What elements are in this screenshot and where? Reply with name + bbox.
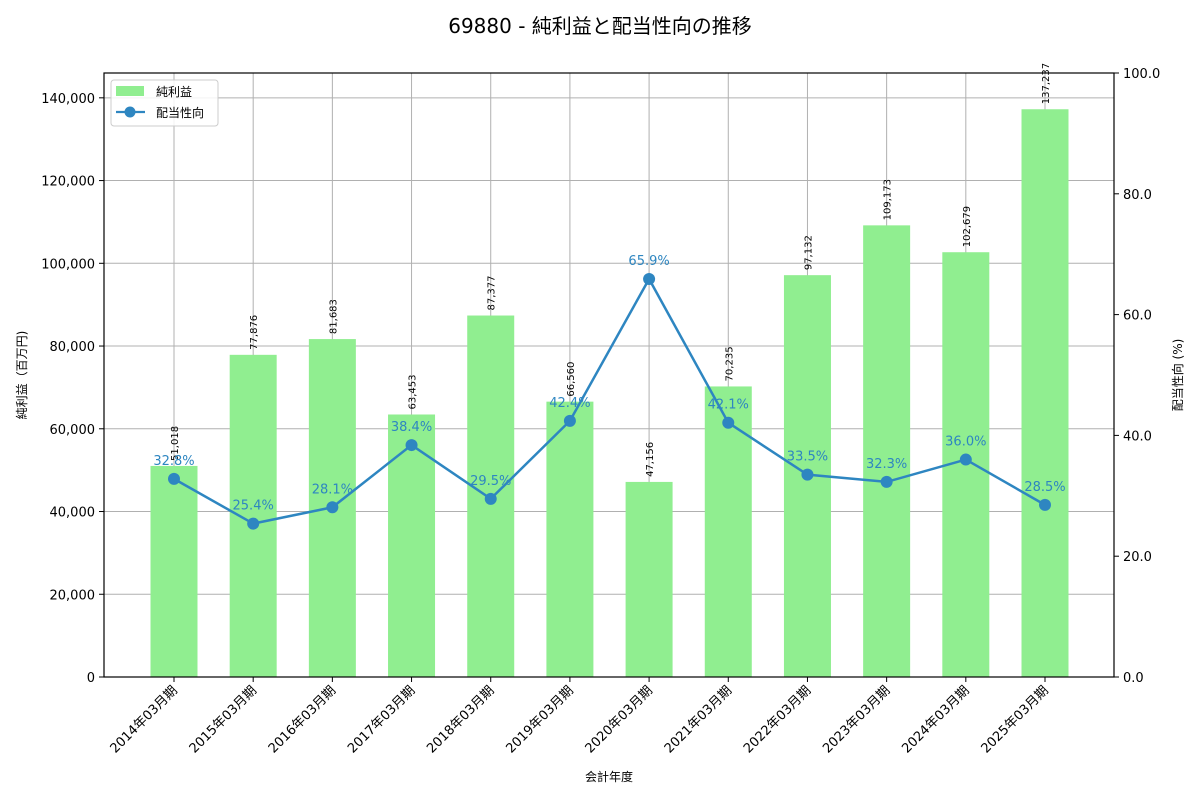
bar-value-label: 47,156 [645,442,656,477]
line-marker [168,472,180,485]
y-right-tick-label: 80.0 [1123,188,1152,203]
chart-title: 69880 - 純利益と配当性向の推移 [448,14,752,38]
x-tick-label: 2022年03月期 [741,683,814,756]
line-marker [484,492,497,505]
legend-label-payout-ratio: 配当性向 [156,105,204,120]
legend-label-net-income: 純利益 [156,85,192,99]
bar-value-label: 97,132 [803,235,814,270]
x-tick-label: 2018年03月期 [424,683,497,756]
bar-series [150,109,1069,678]
line-value-label: 32.3% [866,457,907,472]
y-tick-label: 80,000 [50,340,96,355]
x-tick-label: 2019年03月期 [503,683,576,756]
y-axis-label: 純利益（百万円) [15,331,29,420]
line-marker [801,468,814,481]
bar-value-label: 87,377 [487,276,498,311]
line-marker [643,272,656,285]
line-value-label: 33.5% [787,450,828,465]
bar-labels: 51,018 77,876 81,683 63,453 87,377 66,560 47,1… [170,63,1052,477]
legend: 純利益 配当性向 [110,79,219,127]
x-tick-label: 2024年03月期 [899,683,972,756]
y-tick-label: 60,000 [50,423,96,438]
line-value-label: 38.4% [391,420,432,435]
line-value-label: 32.8% [153,454,194,469]
bar-value-label: 109,173 [883,179,894,220]
x-tick-label: 2020年03月期 [583,683,656,756]
y-tick-label: 40,000 [50,506,96,521]
bar-value-label: 66,560 [566,362,577,397]
x-axis: 2014年03月期 2015年03月期 2016年03月期 2017年03月期 2018… [108,677,1052,757]
line-marker [880,475,893,488]
line-marker [247,517,260,530]
bar [546,401,594,677]
y-tick-label: 0 [87,671,95,686]
line-value-label: 28.1% [312,482,353,497]
bar-value-label: 102,679 [962,206,973,247]
payout-line [173,276,1046,525]
legend-bar-swatch [116,86,144,96]
x-tick-label: 2017年03月期 [345,683,418,756]
y-right-tick-label: 100.0 [1123,67,1160,82]
line-marker [1039,498,1051,511]
y-right-tick-label: 0.0 [1123,671,1144,686]
x-tick-label: 2023年03月期 [820,683,893,756]
line-marker [405,439,418,452]
y-tick-label: 100,000 [41,257,95,272]
bar-value-label: 137,237 [1041,63,1052,104]
x-tick-label: 2025年03月期 [979,683,1052,756]
bar [704,386,752,677]
x-tick-label: 2016年03月期 [266,683,339,756]
y-tick-label: 140,000 [41,92,95,107]
bar-value-label: 51,018 [170,426,181,461]
x-axis-label: 会計年度 [585,769,633,784]
x-tick-label: 2021年03月期 [662,683,735,756]
y-tick-label: 20,000 [50,588,96,603]
bar [863,225,911,678]
y-tick-label: 120,000 [41,175,95,190]
bar [229,354,277,677]
y-right-tick-label: 60.0 [1123,309,1152,324]
line-value-label: 36.0% [945,435,986,450]
line-value-label: 42.4% [549,396,590,411]
line-series: 32.8% 25.4% 28.1% 38.4% 29.5% 42.4% 65.9% 42.1%… [153,254,1066,530]
line-value-label: 29.5% [470,474,511,489]
bar-value-label: 77,876 [249,315,260,350]
bar [150,465,198,677]
bar [625,481,673,677]
line-marker [722,416,735,429]
plot-frame [103,72,1115,678]
bar [1021,109,1069,677]
left-axis: 0 20,000 40,000 60,000 80,000 100,000 120,000 1… [41,92,104,686]
bar-value-label: 70,235 [724,346,735,381]
line-value-label: 28.5% [1024,480,1065,495]
line-value-label: 25.4% [233,499,274,514]
bar-value-label: 63,453 [408,374,419,409]
right-axis: 0.0 20.0 40.0 60.0 80.0 100.0 [1114,67,1160,686]
x-tick-label: 2014年03月期 [108,683,181,756]
y-axis-right-label: 配当性向 (%) [1170,339,1185,412]
line-value-label: 42.1% [708,398,749,413]
y-right-tick-label: 40.0 [1123,429,1152,444]
line-marker [563,414,576,427]
legend-marker-icon [124,106,136,118]
x-tick-label: 2015年03月期 [187,683,260,756]
y-right-tick-label: 20.0 [1123,550,1152,565]
bar [388,414,436,677]
bar-value-label: 81,683 [328,299,339,334]
line-marker [959,453,972,466]
line-value-label: 65.9% [628,254,669,269]
line-marker [326,501,339,514]
